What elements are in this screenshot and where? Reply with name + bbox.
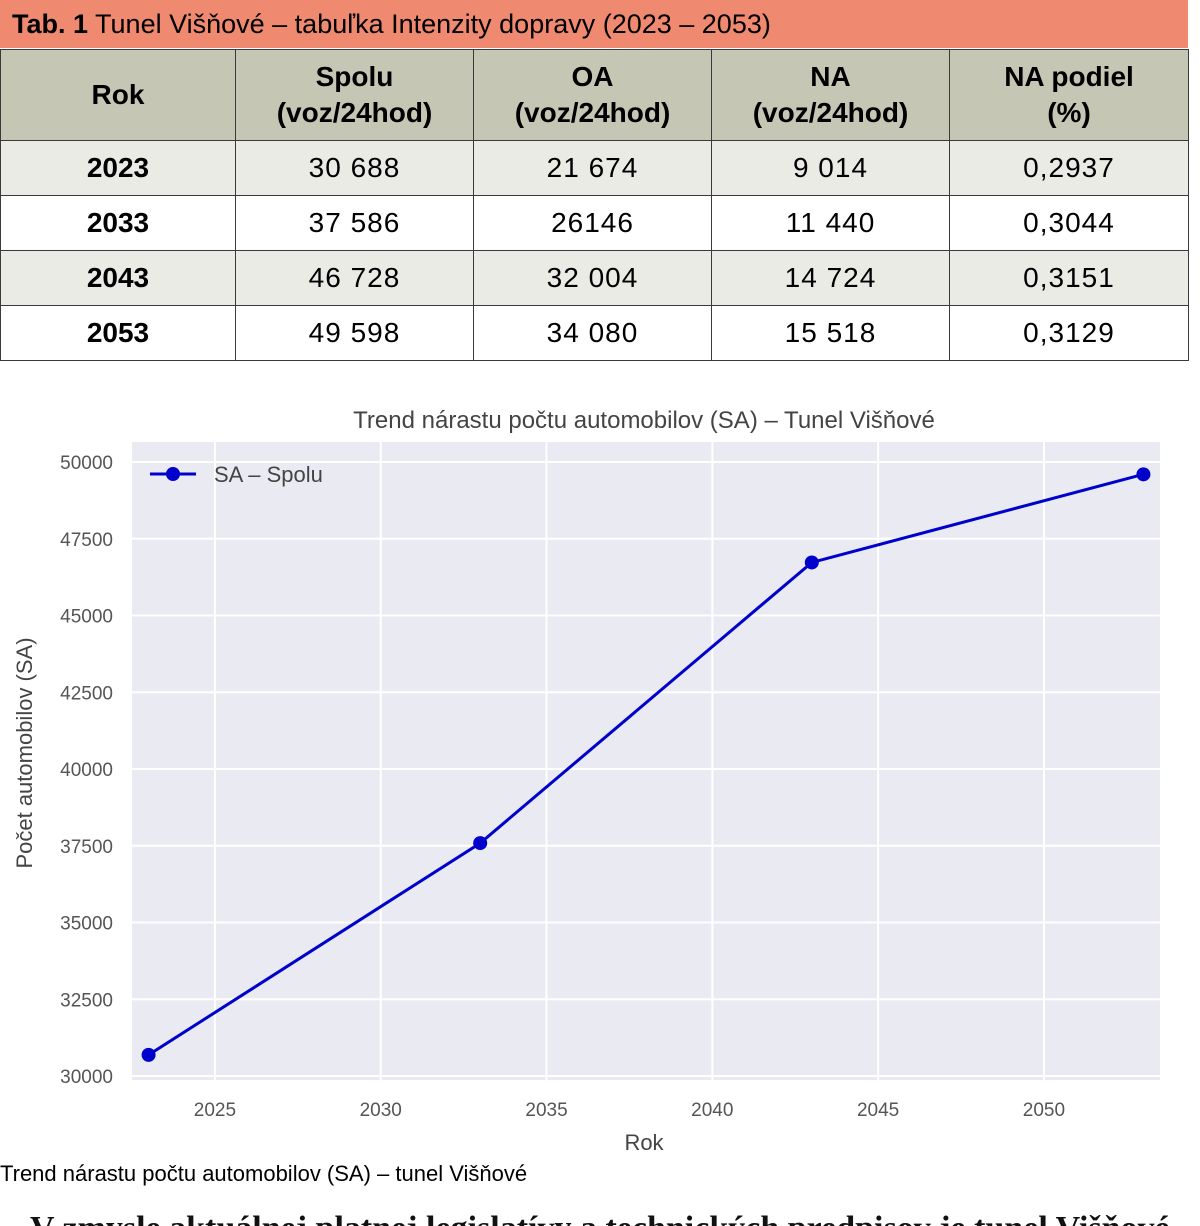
y-tick-label: 42500 bbox=[60, 683, 113, 704]
cell-spolu: 37 586 bbox=[235, 195, 474, 251]
chart-title: Trend nárastu počtu automobilov (SA) – T… bbox=[353, 407, 935, 434]
y-tick-label: 35000 bbox=[60, 914, 113, 935]
cell-na: 14 724 bbox=[711, 250, 950, 306]
y-tick-label: 45000 bbox=[60, 607, 113, 628]
x-tick-label: 2040 bbox=[691, 1100, 733, 1121]
y-tick-label: 47500 bbox=[60, 530, 113, 551]
cell-na: 15 518 bbox=[711, 305, 950, 361]
table-row: 2043 46 728 32 004 14 724 0,3151 bbox=[0, 250, 1189, 306]
x-tick-label: 2035 bbox=[525, 1100, 567, 1121]
cell-na: 11 440 bbox=[711, 195, 950, 251]
traffic-table: Rok Spolu (voz/24hod) OA (voz/24hod) NA (vo… bbox=[0, 49, 1189, 361]
plot-background bbox=[132, 442, 1160, 1080]
data-point bbox=[1136, 467, 1151, 482]
header-spolu-line2: (voz/24hod) bbox=[276, 97, 433, 128]
trend-line-chart: 2025 2030 2035 2040 2045 2050 30000 32500 35000 3… bbox=[12, 407, 1160, 1155]
y-tick-label: 50000 bbox=[60, 453, 113, 474]
cell-na-podiel: 0,3129 bbox=[949, 305, 1189, 361]
x-tick-label: 2045 bbox=[857, 1100, 899, 1121]
cell-oa: 32 004 bbox=[473, 250, 712, 306]
header-na-podiel-line1: NA podiel bbox=[1004, 61, 1134, 92]
cell-na: 9 014 bbox=[711, 140, 950, 196]
cell-na-podiel: 0,2937 bbox=[949, 140, 1189, 196]
cell-oa: 26146 bbox=[473, 195, 712, 251]
series-line bbox=[147, 472, 1144, 1057]
cell-rok: 2023 bbox=[0, 140, 236, 196]
table-row: 2023 30 688 21 674 9 014 0,2937 bbox=[0, 140, 1189, 196]
table-caption: Tab. 1 Tunel Višňové – tabuľka Intenzity… bbox=[0, 0, 1188, 48]
data-point bbox=[804, 555, 819, 570]
y-tick-label: 37500 bbox=[60, 837, 113, 858]
header-na: NA (voz/24hod) bbox=[711, 49, 950, 141]
table-caption-text: Tunel Višňové – tabuľka Intenzity doprav… bbox=[88, 9, 771, 39]
cell-oa: 34 080 bbox=[473, 305, 712, 361]
header-rok-label: Rok bbox=[91, 79, 145, 110]
header-spolu: Spolu (voz/24hod) bbox=[235, 49, 474, 141]
y-tick-label: 40000 bbox=[60, 760, 113, 781]
cell-rok: 2053 bbox=[0, 305, 236, 361]
table-header-row: Rok Spolu (voz/24hod) OA (voz/24hod) NA (vo… bbox=[0, 49, 1189, 141]
x-tick-label: 2030 bbox=[360, 1100, 402, 1121]
body-text: V zmysle aktuálnej platnej legislatívy a… bbox=[30, 1210, 1170, 1226]
x-axis-label: Rok bbox=[624, 1130, 664, 1155]
table-row: 2053 49 598 34 080 15 518 0,3129 bbox=[0, 305, 1189, 361]
header-oa: OA (voz/24hod) bbox=[473, 49, 712, 141]
chart-caption: Trend nárastu počtu automobilov (SA) – t… bbox=[0, 1161, 528, 1186]
cell-oa: 21 674 bbox=[473, 140, 712, 196]
cell-spolu: 30 688 bbox=[235, 140, 474, 196]
x-tick-label: 2025 bbox=[194, 1100, 236, 1121]
data-point bbox=[141, 1047, 156, 1062]
cell-rok: 2043 bbox=[0, 250, 236, 306]
table-row: 2033 37 586 26146 11 440 0,3044 bbox=[0, 195, 1189, 251]
y-tick-label: 32500 bbox=[60, 990, 113, 1011]
header-na-podiel: NA podiel (%) bbox=[949, 49, 1189, 141]
cell-na-podiel: 0,3151 bbox=[949, 250, 1189, 306]
table-caption-label: Tab. 1 bbox=[12, 9, 89, 39]
data-point bbox=[473, 836, 488, 851]
y-tick-label: 30000 bbox=[60, 1067, 113, 1088]
cell-spolu: 49 598 bbox=[235, 305, 474, 361]
header-spolu-line1: Spolu bbox=[315, 61, 394, 92]
header-na-podiel-line2: (%) bbox=[1047, 97, 1091, 128]
cell-spolu: 46 728 bbox=[235, 250, 474, 306]
header-oa-line1: OA bbox=[571, 61, 614, 92]
legend-marker bbox=[166, 467, 180, 481]
header-na-line1: NA bbox=[810, 61, 851, 92]
cell-rok: 2033 bbox=[0, 195, 236, 251]
header-na-line2: (voz/24hod) bbox=[752, 97, 909, 128]
x-tick-label: 2050 bbox=[1023, 1100, 1065, 1121]
header-oa-line2: (voz/24hod) bbox=[514, 97, 671, 128]
cell-na-podiel: 0,3044 bbox=[949, 195, 1189, 251]
y-axis-label: Počet automobilov (SA) bbox=[12, 637, 37, 868]
header-rok: Rok bbox=[0, 49, 236, 141]
legend-label: SA – Spolu bbox=[214, 462, 323, 487]
